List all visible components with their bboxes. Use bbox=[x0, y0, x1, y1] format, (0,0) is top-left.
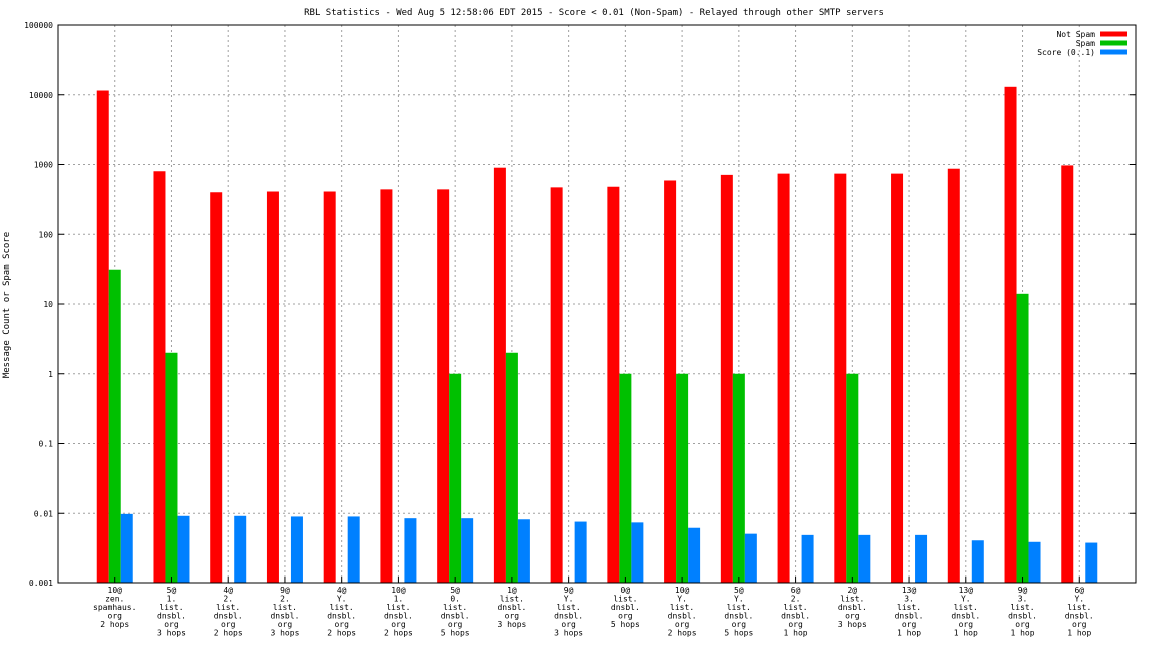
bar-score-0-1 bbox=[971, 540, 984, 583]
x-tick-label: 2@ list. dnsbl. org 3 hops bbox=[838, 586, 867, 629]
x-tick-label: 9@ 3. list. dnsbl. org 1 hop bbox=[1008, 586, 1037, 638]
bar-not-spam bbox=[550, 187, 563, 584]
bar-not-spam bbox=[664, 180, 677, 583]
bar-not-spam bbox=[266, 191, 279, 583]
bar-score-0-1 bbox=[915, 534, 928, 583]
x-tick-label: 6@ 2. list. dnsbl. org 1 hop bbox=[781, 586, 810, 638]
legend-swatch bbox=[1100, 31, 1127, 37]
x-tick-label: 0@ list. dnsbl. org 5 hops bbox=[611, 586, 640, 629]
bar-score-0-1 bbox=[517, 519, 530, 583]
bar-score-0-1 bbox=[461, 518, 474, 583]
bar-score-0-1 bbox=[631, 522, 644, 583]
y-tick-label: 0.01 bbox=[34, 509, 53, 518]
bar-score-0-1 bbox=[177, 515, 190, 583]
bar-not-spam bbox=[947, 168, 960, 583]
bar-not-spam bbox=[720, 174, 733, 583]
x-tick-label: 4@ 2. list. dnsbl. org 2 hops bbox=[214, 586, 243, 638]
bar-score-0-1 bbox=[404, 518, 417, 583]
bar-spam bbox=[846, 373, 859, 583]
chart-title: RBL Statistics - Wed Aug 5 12:58:06 EDT … bbox=[304, 8, 884, 18]
bar-score-0-1 bbox=[744, 533, 757, 583]
x-tick-label: 6@ Y. list. dnsbl. org 1 hop bbox=[1065, 586, 1094, 638]
bar-score-0-1 bbox=[290, 516, 303, 583]
y-tick-label: 0.001 bbox=[29, 579, 53, 588]
bar-not-spam bbox=[607, 186, 620, 583]
bar-spam bbox=[108, 269, 121, 583]
bar-spam bbox=[619, 373, 632, 583]
bar-spam bbox=[1016, 293, 1029, 583]
bar-not-spam bbox=[153, 171, 166, 584]
bar-spam bbox=[676, 373, 689, 583]
y-tick-label: 10000 bbox=[29, 91, 53, 100]
x-tick-label: 9@ Y. list. dnsbl. org 3 hops bbox=[554, 586, 583, 638]
bar-not-spam bbox=[210, 192, 223, 583]
bars bbox=[96, 86, 1098, 584]
x-tick-label: 13@ 3. list. dnsbl. org 1 hop bbox=[895, 586, 924, 638]
bar-score-0-1 bbox=[688, 527, 701, 583]
bar-not-spam bbox=[323, 191, 336, 583]
x-tick-label: 5@ Y. list. dnsbl. org 5 hops bbox=[724, 586, 753, 638]
bar-score-0-1 bbox=[120, 513, 133, 583]
x-tick-label: 10@ 1. list. dnsbl. org 2 hops bbox=[384, 586, 413, 638]
bar-spam bbox=[449, 373, 462, 583]
bar-not-spam bbox=[891, 173, 904, 583]
y-tick-label: 1 bbox=[48, 370, 53, 379]
bar-not-spam bbox=[777, 173, 790, 583]
x-tick-label: 5@ 1. list. dnsbl. org 3 hops bbox=[157, 586, 186, 638]
bar-score-0-1 bbox=[858, 534, 871, 583]
x-tick-label: 5@ 0. list. dnsbl. org 5 hops bbox=[441, 586, 470, 638]
legend-swatch bbox=[1100, 40, 1127, 46]
legend-label: Score (0..1) bbox=[1037, 48, 1095, 57]
bar-spam bbox=[165, 352, 178, 583]
y-tick-label: 10 bbox=[43, 300, 53, 309]
x-tick-label: 10@ zen. spamhaus. org 2 hops bbox=[93, 586, 136, 629]
bar-not-spam bbox=[1004, 86, 1017, 583]
y-tick-label: 0.1 bbox=[39, 440, 54, 449]
x-tick-label: 1@ list. dnsbl. org 3 hops bbox=[497, 586, 526, 629]
bar-not-spam bbox=[380, 189, 393, 583]
legend-label: Spam bbox=[1076, 39, 1095, 48]
bar-not-spam bbox=[1061, 165, 1074, 583]
bar-spam bbox=[505, 352, 518, 583]
bar-score-0-1 bbox=[1085, 542, 1098, 583]
bar-score-0-1 bbox=[801, 534, 814, 583]
x-axis: 10@ zen. spamhaus. org 2 hops 5@ 1. list. dnsbl.… bbox=[93, 577, 1094, 638]
bar-score-0-1 bbox=[234, 515, 247, 583]
bar-not-spam bbox=[493, 167, 506, 583]
y-axis-label: Message Count or Spam Score bbox=[2, 232, 12, 378]
x-tick-label: 13@ Y. list. dnsbl. org 1 hop bbox=[951, 586, 980, 638]
x-tick-label: 4@ Y. list. dnsbl. org 2 hops bbox=[327, 586, 356, 638]
legend-swatch bbox=[1100, 49, 1127, 55]
bar-not-spam bbox=[437, 189, 450, 583]
y-tick-label: 100000 bbox=[24, 21, 53, 30]
y-tick-label: 1000 bbox=[34, 161, 53, 170]
x-tick-label: 9@ 2. list. dnsbl. org 3 hops bbox=[270, 586, 299, 638]
bar-not-spam bbox=[834, 173, 847, 583]
y-axis: 0.001 0.01 0.1 1 10 100 1000 10000 100000 bbox=[24, 21, 1136, 588]
bar-score-0-1 bbox=[574, 521, 587, 583]
bar-not-spam bbox=[96, 90, 109, 583]
bar-score-0-1 bbox=[1028, 541, 1041, 583]
bar-score-0-1 bbox=[347, 516, 360, 583]
x-tick-label: 10@ Y. list. dnsbl. org 2 hops bbox=[668, 586, 697, 638]
legend-label: Not Spam bbox=[1056, 30, 1095, 39]
y-tick-label: 100 bbox=[39, 230, 54, 239]
bar-spam bbox=[732, 373, 745, 583]
